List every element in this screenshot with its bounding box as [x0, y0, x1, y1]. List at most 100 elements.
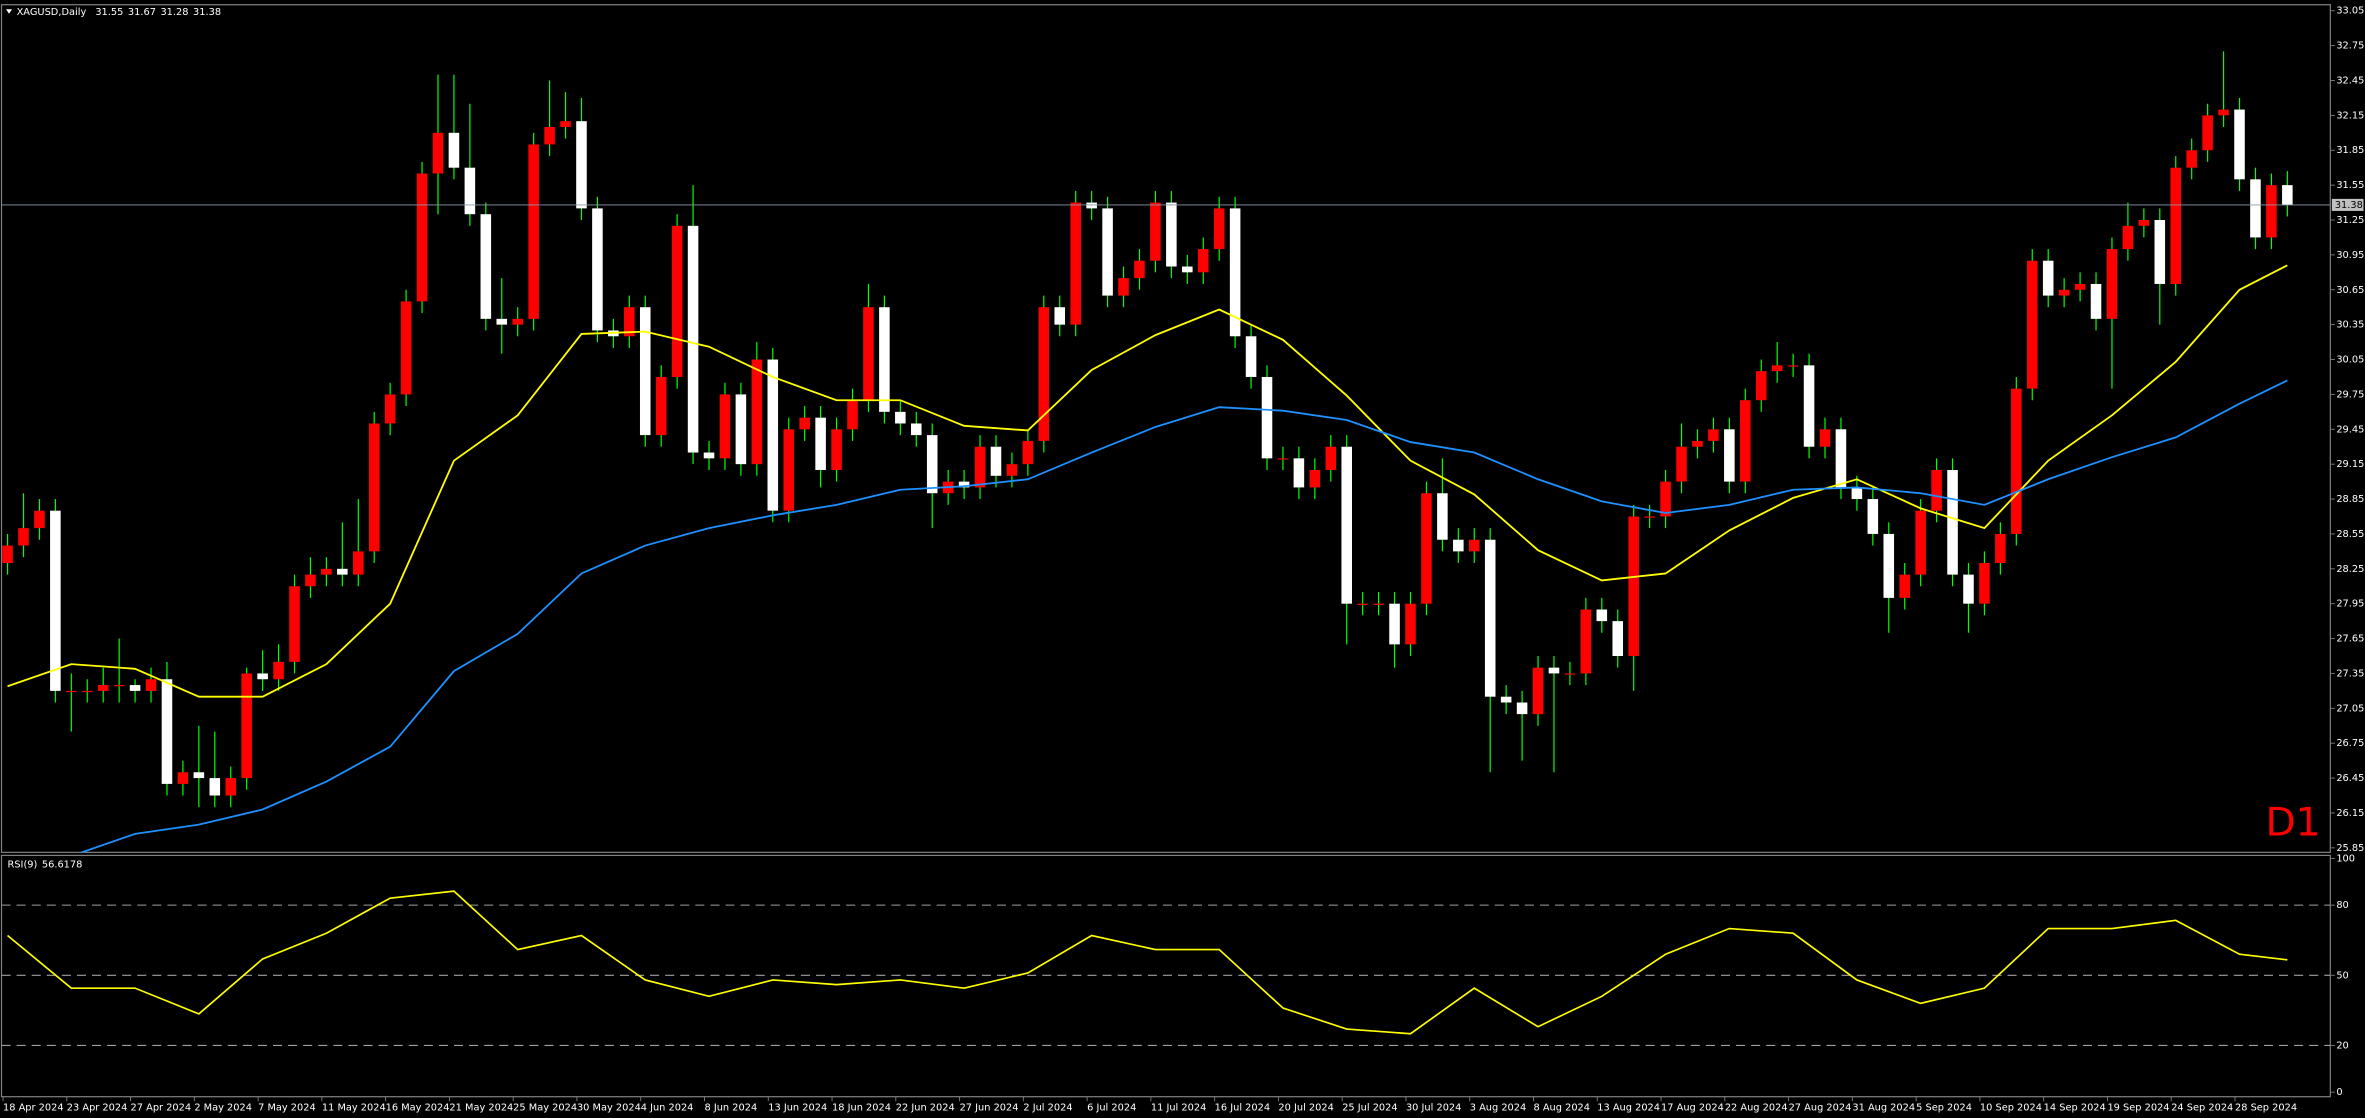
candle-body	[448, 132, 460, 168]
candle-body	[129, 685, 141, 691]
candle-body	[2218, 109, 2229, 116]
candle-body	[81, 690, 93, 693]
candle-body	[1963, 574, 1974, 604]
candle-body	[1086, 202, 1097, 209]
candle-body	[528, 144, 539, 319]
x-tick-label: 16 May 2024	[386, 1102, 450, 1113]
candle-body	[1341, 446, 1353, 604]
y-tick-label: 30.05	[2336, 355, 2364, 366]
ohlc-value: 31.28	[160, 7, 188, 18]
candle-body	[847, 400, 858, 430]
candle-body	[480, 214, 492, 319]
current-price-tag	[2331, 198, 2364, 211]
candle-body	[1468, 539, 1480, 552]
candle-body	[735, 394, 747, 465]
candle-body	[910, 423, 922, 436]
y-tick-label: 100	[2336, 853, 2355, 864]
x-tick-label: 31 Aug 2024	[1852, 1102, 1915, 1113]
y-tick-label: 32.45	[2336, 75, 2364, 86]
x-tick-label: 6 Jul 2024	[1087, 1102, 1136, 1113]
x-tick-label: 2 May 2024	[194, 1102, 252, 1113]
candle-body	[1293, 458, 1305, 488]
y-tick-label: 0	[2336, 1087, 2342, 1098]
x-tick-label: 16 Jul 2024	[1215, 1102, 1270, 1113]
candle-body	[161, 679, 173, 784]
rsi-frame	[0, 854, 2331, 1098]
x-tick-label: 21 May 2024	[449, 1102, 513, 1113]
candle-body	[353, 551, 364, 575]
candle-body	[209, 778, 221, 796]
current-price-label: 31.38	[2335, 200, 2363, 211]
candle-body	[1564, 673, 1576, 675]
main-frame	[0, 4, 2331, 853]
x-tick-label: 30 Jul 2024	[1406, 1102, 1461, 1113]
candle-body	[416, 173, 428, 302]
ohlc-value: 31.38	[193, 7, 221, 18]
y-tick-label: 26.15	[2336, 808, 2364, 819]
candle-body	[1309, 469, 1321, 488]
x-tick-label: 11 May 2024	[322, 1102, 386, 1113]
x-tick-label: 18 Jun 2024	[832, 1102, 891, 1113]
x-tick-label: 18 Apr 2024	[3, 1102, 64, 1113]
y-tick-label: 29.15	[2336, 459, 2364, 470]
candle-body	[1006, 464, 1018, 476]
candle-body	[624, 307, 635, 337]
candle-body	[1755, 371, 1767, 401]
rsi-title: RSI(9)	[8, 859, 38, 870]
y-tick-label: 28.25	[2336, 564, 2364, 575]
y-tick-label: 31.85	[2336, 145, 2364, 156]
candle-body	[1421, 493, 1432, 604]
y-tick-label: 31.25	[2336, 215, 2364, 226]
candle-body	[113, 685, 125, 687]
candle-body	[368, 423, 380, 552]
x-tick-label: 22 Jun 2024	[896, 1102, 955, 1113]
candle-body	[1261, 376, 1273, 459]
axes: 33.05 32.75 32.45 32.15 31.85 31.55 31.25 30.95…	[2, 6, 2364, 1113]
candle-body	[1484, 539, 1496, 697]
candle-body	[400, 301, 412, 395]
candle-body	[1548, 667, 1560, 674]
y-tick-label: 29.45	[2336, 424, 2364, 435]
candle-body	[1612, 621, 1624, 657]
candle-body	[719, 394, 731, 459]
candle-body	[1708, 429, 1719, 441]
y-tick-label: 27.95	[2336, 599, 2364, 610]
candle-body	[1532, 667, 1544, 715]
x-tick-label: 27 Aug 2024	[1789, 1102, 1852, 1113]
y-tick-label: 50	[2336, 970, 2348, 981]
candle-body	[1357, 603, 1368, 605]
y-tick-label: 80	[2336, 900, 2348, 911]
candle-body	[592, 208, 603, 331]
timeframe-label: D1	[2265, 801, 2320, 846]
candle-body	[1213, 208, 1225, 250]
x-tick-label: 30 May 2024	[577, 1102, 641, 1113]
candle-body	[703, 452, 715, 459]
candle-body	[799, 417, 810, 430]
candle-body	[1102, 208, 1113, 296]
candle-body	[321, 568, 332, 575]
candle-body	[1389, 603, 1400, 645]
candle-body	[1197, 249, 1209, 273]
candle-body	[1771, 365, 1783, 372]
candle-body	[1692, 440, 1703, 447]
candle-body	[464, 167, 476, 215]
candle-body	[1915, 510, 1926, 575]
candle-body	[2138, 220, 2150, 226]
candle-body	[926, 435, 938, 494]
x-tick-label: 5 Sep 2024	[1916, 1102, 1972, 1113]
candle-body	[2011, 388, 2022, 534]
candle-body	[177, 772, 189, 784]
candle-body	[97, 685, 109, 691]
candle-body	[544, 127, 555, 145]
candle-body	[193, 772, 205, 779]
candle-body	[1229, 208, 1241, 337]
y-tick-label: 32.75	[2336, 41, 2364, 52]
y-tick-label: 33.05	[2336, 6, 2364, 17]
candle-body	[1628, 516, 1639, 657]
candle-body	[1516, 702, 1528, 715]
x-tick-label: 20 Jul 2024	[1278, 1102, 1333, 1113]
moving-average	[78, 379, 2288, 853]
candle-body	[1453, 539, 1464, 552]
